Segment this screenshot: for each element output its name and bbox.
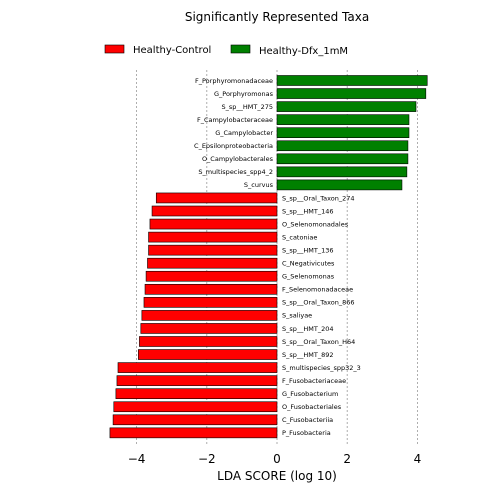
taxon-label: S_sp__Oral_Taxon_866 (282, 299, 355, 307)
bar (149, 218, 278, 230)
x-tick-label: 0 (273, 452, 281, 466)
bar (109, 427, 278, 439)
bar (276, 153, 409, 165)
taxon-label: O_Campylobacterales (202, 155, 274, 163)
taxon-label: S_sp__HMT_136 (282, 246, 334, 254)
taxon-label: C_Epsilonproteobacteria (194, 142, 273, 150)
taxon-label: S_curvus (244, 181, 274, 189)
bar (144, 283, 278, 295)
x-axis-label: LDA SCORE (log 10) (217, 469, 337, 483)
bar (140, 323, 278, 334)
taxon-label: G_Campylobacter (215, 129, 273, 137)
taxon-label: F_Campylobacteraceae (197, 116, 273, 124)
taxon-label: G_Selenomonas (282, 273, 335, 281)
taxon-label: F_Fusobacteriaceae (282, 377, 346, 385)
taxon-label: G_Porphyromonas (214, 90, 274, 98)
bars (109, 75, 428, 439)
taxon-label: S_catoniae (282, 233, 317, 241)
taxon-label: C_Fusobacteriia (282, 416, 333, 424)
taxon-label: O_Fusobacteriales (282, 403, 342, 411)
bar (155, 192, 278, 204)
taxon-label: F_Porphyromonadaceae (195, 77, 273, 85)
bar (138, 349, 278, 360)
bar (276, 88, 427, 99)
legend-swatch-control (104, 44, 125, 54)
bar (148, 244, 278, 256)
chart-title: Significantly Represented Taxa (185, 10, 369, 24)
bar (276, 166, 408, 178)
bar (276, 140, 409, 152)
legend-label-control: Healthy-Control (133, 45, 211, 56)
bar (148, 231, 278, 243)
taxon-label: O_Selenomonadales (282, 220, 349, 228)
bar (276, 179, 403, 191)
taxon-label: P_Fusobacteria (282, 429, 331, 437)
bar (276, 101, 417, 112)
x-tick-label: 2 (343, 452, 351, 466)
x-tick-label: −2 (198, 452, 216, 466)
taxon-label: S_sp__HMT_275 (221, 103, 273, 111)
x-axis-ticks: −4 −2 0 2 4 (128, 452, 421, 466)
taxon-label: S_multispecies_spp32_3 (282, 364, 361, 372)
bar (139, 336, 278, 347)
legend-label-dfx: Healthy-Dfx_1mM (259, 46, 348, 57)
bar (276, 75, 428, 86)
bar (151, 205, 278, 217)
bar (116, 375, 278, 386)
taxon-label: F_Selenomonadaceae (282, 286, 353, 294)
taxon-label: S_multispecies_spp4_2 (198, 168, 273, 176)
taxon-label: S_saliyae (282, 312, 312, 320)
x-tick-label: −4 (128, 452, 146, 466)
taxon-label: C_Negativicutes (282, 260, 335, 268)
bar (141, 310, 278, 321)
bar (117, 362, 278, 373)
bar (143, 297, 278, 308)
taxon-label: G_Fusobacterium (282, 390, 338, 398)
bar (145, 270, 278, 282)
legend-swatch-dfx (230, 44, 251, 54)
bar (112, 414, 278, 426)
bar (276, 114, 410, 125)
bar (115, 388, 278, 400)
taxon-label: S_sp__Oral_Taxon_274 (282, 194, 355, 202)
taxon-label: S_sp__HMT_146 (282, 207, 334, 215)
taxon-label: S_sp__HMT_204 (282, 325, 334, 333)
legend: Healthy-Control Healthy-Dfx_1mM (104, 44, 348, 57)
taxon-label: S_sp__Oral_Taxon_H64 (282, 338, 355, 346)
taxon-labels: F_Porphyromonadaceae G_Porphyromonas S_sp_… (194, 77, 361, 437)
bar (147, 257, 278, 269)
bar (113, 401, 278, 413)
bar (276, 127, 410, 138)
taxon-label: S_sp__HMT_892 (282, 351, 334, 359)
x-tick-label: 4 (414, 452, 422, 466)
